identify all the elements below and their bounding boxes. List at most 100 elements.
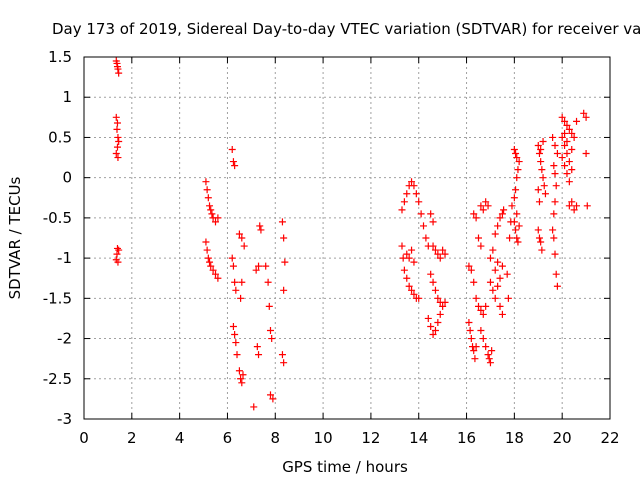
data-point bbox=[233, 351, 241, 359]
data-point bbox=[553, 282, 561, 290]
y-tick-label: -1 bbox=[57, 249, 72, 267]
data-point bbox=[278, 351, 286, 359]
data-point bbox=[510, 218, 518, 226]
data-point bbox=[477, 202, 485, 210]
data-point bbox=[439, 302, 447, 310]
data-point bbox=[563, 170, 571, 178]
data-point bbox=[549, 226, 557, 234]
data-point bbox=[553, 150, 561, 158]
data-point bbox=[398, 242, 406, 250]
data-point bbox=[114, 258, 122, 266]
x-axis-label: GPS time / hours bbox=[282, 458, 408, 476]
chart-title: Day 173 of 2019, Sidereal Day-to-day VTE… bbox=[52, 20, 640, 38]
data-point bbox=[420, 222, 428, 230]
x-tick-label: 14 bbox=[409, 429, 428, 447]
data-point bbox=[535, 198, 543, 206]
data-point bbox=[503, 270, 511, 278]
data-point bbox=[264, 278, 272, 286]
data-point bbox=[565, 158, 573, 166]
data-point bbox=[255, 262, 263, 270]
data-point bbox=[498, 310, 506, 318]
data-point bbox=[436, 310, 444, 318]
data-point bbox=[427, 322, 435, 330]
data-point bbox=[212, 270, 219, 278]
data-point bbox=[482, 302, 490, 310]
data-point bbox=[115, 69, 123, 77]
data-point bbox=[239, 371, 247, 379]
data-point bbox=[551, 170, 559, 178]
data-point bbox=[256, 222, 264, 230]
data-point bbox=[266, 391, 274, 399]
data-point bbox=[513, 234, 521, 242]
data-point bbox=[563, 137, 571, 145]
data-point bbox=[565, 202, 573, 210]
data-point bbox=[114, 133, 122, 141]
data-point bbox=[400, 198, 408, 206]
data-point bbox=[237, 375, 245, 383]
data-point bbox=[441, 298, 449, 306]
data-point bbox=[479, 310, 487, 318]
y-axis-label: SDTVAR / TECUs bbox=[6, 176, 24, 299]
data-point bbox=[565, 125, 573, 133]
data-series bbox=[112, 57, 591, 411]
data-point bbox=[550, 162, 558, 170]
data-point bbox=[240, 242, 248, 250]
y-tick-label: 1.5 bbox=[48, 48, 72, 66]
x-tick-label: 20 bbox=[553, 429, 572, 447]
y-tick-label: -0.5 bbox=[43, 209, 72, 227]
data-point bbox=[485, 355, 493, 363]
data-point bbox=[214, 214, 222, 222]
data-point bbox=[415, 294, 423, 302]
data-point bbox=[232, 286, 240, 294]
data-point bbox=[427, 210, 435, 218]
data-point bbox=[568, 146, 576, 154]
data-point bbox=[515, 222, 523, 230]
data-point bbox=[512, 186, 520, 194]
data-point bbox=[551, 141, 559, 149]
data-point bbox=[494, 222, 502, 230]
data-point bbox=[538, 246, 546, 254]
y-tick-label: 0 bbox=[62, 169, 72, 187]
data-point bbox=[257, 226, 265, 234]
data-point bbox=[114, 65, 122, 73]
data-point bbox=[561, 162, 569, 170]
data-point bbox=[262, 262, 270, 270]
data-point bbox=[398, 206, 406, 214]
data-point bbox=[265, 302, 273, 310]
data-point bbox=[551, 198, 559, 206]
data-point bbox=[206, 202, 214, 210]
data-point bbox=[496, 214, 504, 222]
data-point bbox=[514, 166, 522, 174]
data-point bbox=[466, 327, 474, 335]
data-point bbox=[504, 294, 512, 302]
data-point bbox=[434, 318, 442, 326]
x-tick-label: 10 bbox=[314, 429, 333, 447]
x-tick-label: 4 bbox=[175, 429, 185, 447]
data-point bbox=[231, 331, 239, 339]
data-point bbox=[113, 125, 121, 133]
data-point bbox=[235, 367, 243, 375]
data-point bbox=[115, 246, 123, 254]
data-point bbox=[494, 258, 502, 266]
data-point bbox=[570, 133, 578, 141]
data-point bbox=[278, 218, 286, 226]
data-point bbox=[465, 262, 473, 270]
data-point bbox=[399, 254, 407, 262]
data-point bbox=[489, 286, 497, 294]
data-point bbox=[513, 174, 521, 182]
data-point bbox=[112, 113, 120, 121]
data-point bbox=[280, 286, 288, 294]
data-point bbox=[208, 210, 216, 218]
data-point bbox=[482, 198, 490, 206]
data-point bbox=[429, 331, 437, 339]
data-point bbox=[113, 119, 121, 127]
data-point bbox=[537, 146, 545, 154]
data-point bbox=[405, 254, 413, 262]
data-point bbox=[484, 202, 492, 210]
data-point bbox=[488, 347, 496, 355]
data-point bbox=[202, 178, 210, 186]
data-point bbox=[475, 234, 482, 242]
data-point bbox=[583, 202, 591, 210]
data-point bbox=[467, 335, 475, 343]
data-point bbox=[558, 113, 566, 121]
